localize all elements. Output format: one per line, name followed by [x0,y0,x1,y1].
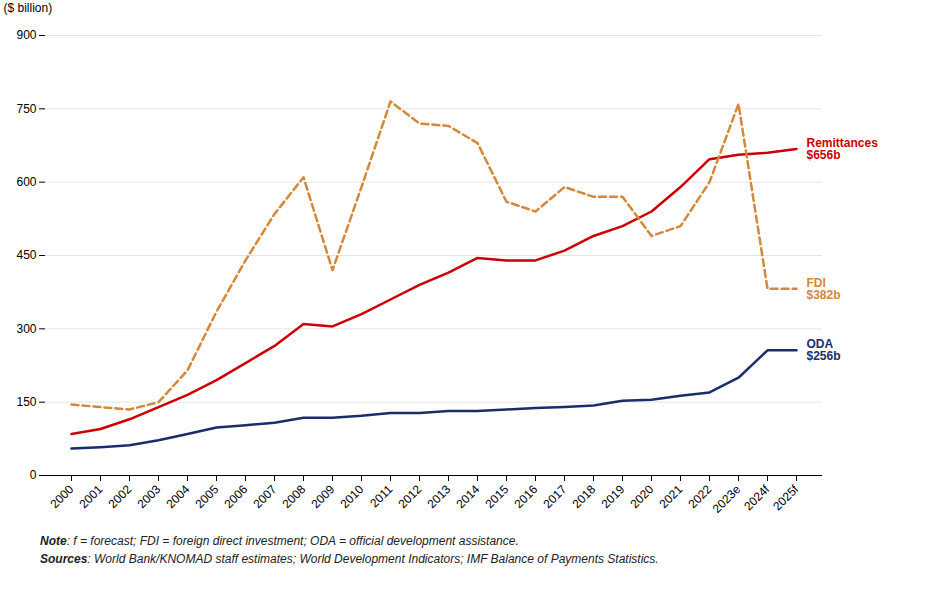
svg-text:900: 900 [16,28,36,42]
svg-text:2005: 2005 [193,482,222,511]
svg-text:2023e: 2023e [710,482,744,516]
svg-text:150: 150 [16,395,36,409]
svg-text:750: 750 [16,102,36,116]
svg-text:2009: 2009 [309,482,338,511]
svg-text:2020: 2020 [628,482,657,511]
svg-text:2006: 2006 [222,482,251,511]
html-text:Note: f = forecast; FDI = fore: Note: f = forecast; FDI = foreign direct… [40,534,519,548]
svg-text:450: 450 [16,248,36,262]
svg-text:2014: 2014 [454,482,483,511]
svg-text:300: 300 [16,322,36,336]
svg-text:Remittances$656b: Remittances$656b [807,136,879,162]
svg-text:2000: 2000 [48,482,77,511]
svg-text:2008: 2008 [280,482,309,511]
svg-text:2024f: 2024f [741,482,773,514]
svg-text:2013: 2013 [425,482,454,511]
svg-text:2012: 2012 [396,482,425,511]
svg-text:($ billion): ($ billion) [4,1,53,15]
svg-text:2001: 2001 [77,482,106,511]
svg-text:2010: 2010 [338,482,367,511]
svg-text:2021: 2021 [657,482,686,511]
svg-text:0: 0 [30,468,37,482]
svg-text:2011: 2011 [367,482,395,510]
html-text:Sources: World Bank/KNOMAD sta: Sources: World Bank/KNOMAD staff estimat… [40,552,659,566]
svg-text:2025f: 2025f [770,482,802,514]
svg-text:600: 600 [16,175,36,189]
svg-text:2015: 2015 [483,482,512,511]
svg-text:2016: 2016 [512,482,541,511]
svg-text:2018: 2018 [570,482,599,511]
svg-text:2019: 2019 [599,482,628,511]
svg-text:2017: 2017 [541,482,570,511]
svg-text:2003: 2003 [135,482,164,511]
svg-text:2004: 2004 [164,482,193,511]
svg-text:ODA$256b: ODA$256b [807,337,841,363]
svg-text:2022: 2022 [685,482,715,511]
svg-text:2002: 2002 [106,482,135,511]
svg-text:2007: 2007 [251,482,280,511]
svg-text:FDI$382b: FDI$382b [807,276,841,302]
